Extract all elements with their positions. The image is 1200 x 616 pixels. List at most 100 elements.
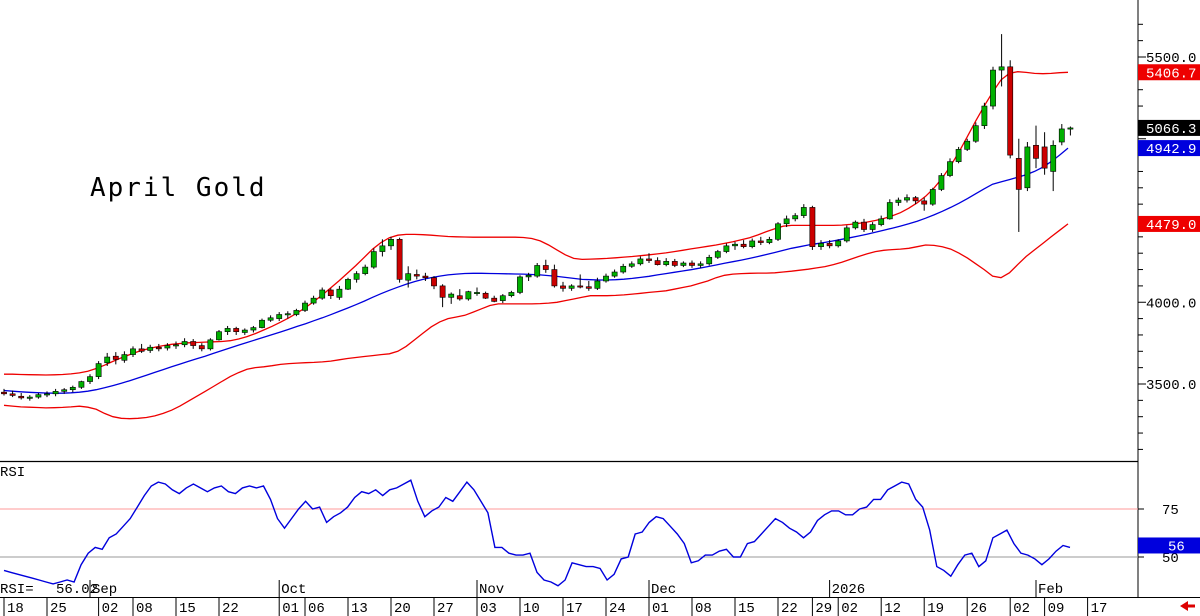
candle-body bbox=[456, 295, 463, 300]
candle-body bbox=[508, 292, 515, 297]
price-tick-label: 4000.0 bbox=[1146, 296, 1196, 312]
candle-body bbox=[542, 265, 549, 270]
price-marker-box bbox=[1138, 215, 1200, 232]
candle-body bbox=[869, 224, 876, 230]
day-label: 13 bbox=[351, 601, 368, 616]
candle-body bbox=[792, 215, 799, 220]
candle-body bbox=[276, 314, 283, 319]
candle-body bbox=[912, 197, 919, 202]
candle-body bbox=[594, 280, 601, 289]
candle-body bbox=[9, 393, 16, 396]
candle-body bbox=[809, 207, 816, 247]
candle-body bbox=[422, 275, 429, 279]
candle-body bbox=[904, 197, 910, 201]
candle-body bbox=[826, 243, 833, 247]
candle-body bbox=[723, 245, 730, 252]
month-label: Oct bbox=[281, 582, 306, 598]
candle-body bbox=[990, 69, 996, 107]
candle-body bbox=[61, 389, 68, 392]
candle-body bbox=[448, 293, 455, 298]
month-label: 2026 bbox=[832, 582, 866, 598]
candle-body bbox=[972, 125, 979, 142]
price-marker-box bbox=[1138, 119, 1200, 136]
day-label: 29 bbox=[815, 601, 832, 616]
candle-body bbox=[757, 240, 764, 243]
candle-body bbox=[319, 289, 326, 299]
price-marker-box bbox=[1138, 140, 1200, 157]
candle-body bbox=[336, 288, 343, 298]
day-label: 22 bbox=[781, 601, 798, 616]
candle-body bbox=[1050, 144, 1057, 172]
candle-body bbox=[250, 327, 257, 331]
candle-body bbox=[147, 346, 154, 351]
candle-body bbox=[964, 140, 971, 150]
candle-body bbox=[766, 239, 773, 243]
candle-body bbox=[198, 345, 205, 350]
day-label: 27 bbox=[437, 601, 454, 616]
candle-body bbox=[465, 291, 472, 300]
candle-body bbox=[293, 310, 300, 315]
candle-body bbox=[491, 297, 498, 302]
candle-body bbox=[267, 317, 274, 321]
candle-body bbox=[413, 274, 420, 277]
candle-body bbox=[835, 240, 842, 247]
day-label: 01 bbox=[652, 601, 669, 616]
candle-body bbox=[345, 279, 351, 290]
candle-body bbox=[69, 386, 76, 391]
candle-body bbox=[155, 346, 162, 350]
candle-body bbox=[405, 273, 412, 281]
day-label: 06 bbox=[308, 601, 325, 616]
candle-body bbox=[26, 396, 33, 399]
candle-body bbox=[603, 275, 609, 282]
candle-body bbox=[310, 297, 317, 304]
candle-body bbox=[95, 363, 102, 377]
candle-body bbox=[207, 339, 214, 350]
candle-body bbox=[775, 223, 781, 240]
candle-body bbox=[998, 66, 1005, 71]
candle-body bbox=[577, 285, 584, 288]
price-marker-label: 5406.7 bbox=[1146, 66, 1196, 82]
day-label: 18 bbox=[7, 601, 24, 616]
candle-body bbox=[818, 243, 824, 247]
candle-body bbox=[1041, 146, 1048, 169]
day-label: 03 bbox=[480, 601, 497, 616]
rsi-tick-label: 50 bbox=[1162, 551, 1179, 567]
day-label: 15 bbox=[179, 601, 196, 616]
candle-body bbox=[431, 277, 437, 287]
month-label: Dec bbox=[651, 582, 676, 598]
candle-body bbox=[646, 258, 652, 261]
candle-body bbox=[362, 266, 369, 274]
candle-body bbox=[164, 345, 171, 349]
candle-body bbox=[671, 261, 678, 266]
day-label: 19 bbox=[927, 601, 944, 616]
lower-bollinger-band bbox=[3, 223, 1069, 420]
candle-body bbox=[78, 381, 85, 388]
candle-body bbox=[517, 276, 523, 293]
arrow-head bbox=[1180, 601, 1188, 611]
candle-body bbox=[654, 260, 661, 265]
candle-body bbox=[474, 292, 480, 294]
candle-body bbox=[353, 273, 360, 280]
day-label: 10 bbox=[523, 601, 540, 616]
candle-body bbox=[1058, 128, 1065, 143]
candle-body bbox=[138, 348, 145, 352]
candle-body bbox=[1067, 127, 1074, 130]
candle-body bbox=[861, 221, 867, 230]
candle-body bbox=[732, 243, 738, 247]
month-label: Sep bbox=[92, 582, 117, 598]
candle-body bbox=[284, 313, 291, 316]
candle-body bbox=[44, 393, 50, 396]
candle-body bbox=[740, 243, 747, 247]
day-label: 22 bbox=[222, 601, 239, 616]
candle-body bbox=[87, 376, 93, 382]
scroll-left-arrow-icon[interactable] bbox=[1180, 601, 1195, 611]
day-label: 25 bbox=[50, 601, 67, 616]
candle-body bbox=[1033, 144, 1039, 159]
candle-body bbox=[551, 269, 558, 287]
day-label: 02 bbox=[1013, 601, 1030, 616]
candle-body bbox=[370, 251, 377, 268]
candle-body bbox=[714, 251, 721, 258]
candle-body bbox=[843, 227, 850, 242]
price-marker-label: 5066.3 bbox=[1146, 122, 1196, 138]
